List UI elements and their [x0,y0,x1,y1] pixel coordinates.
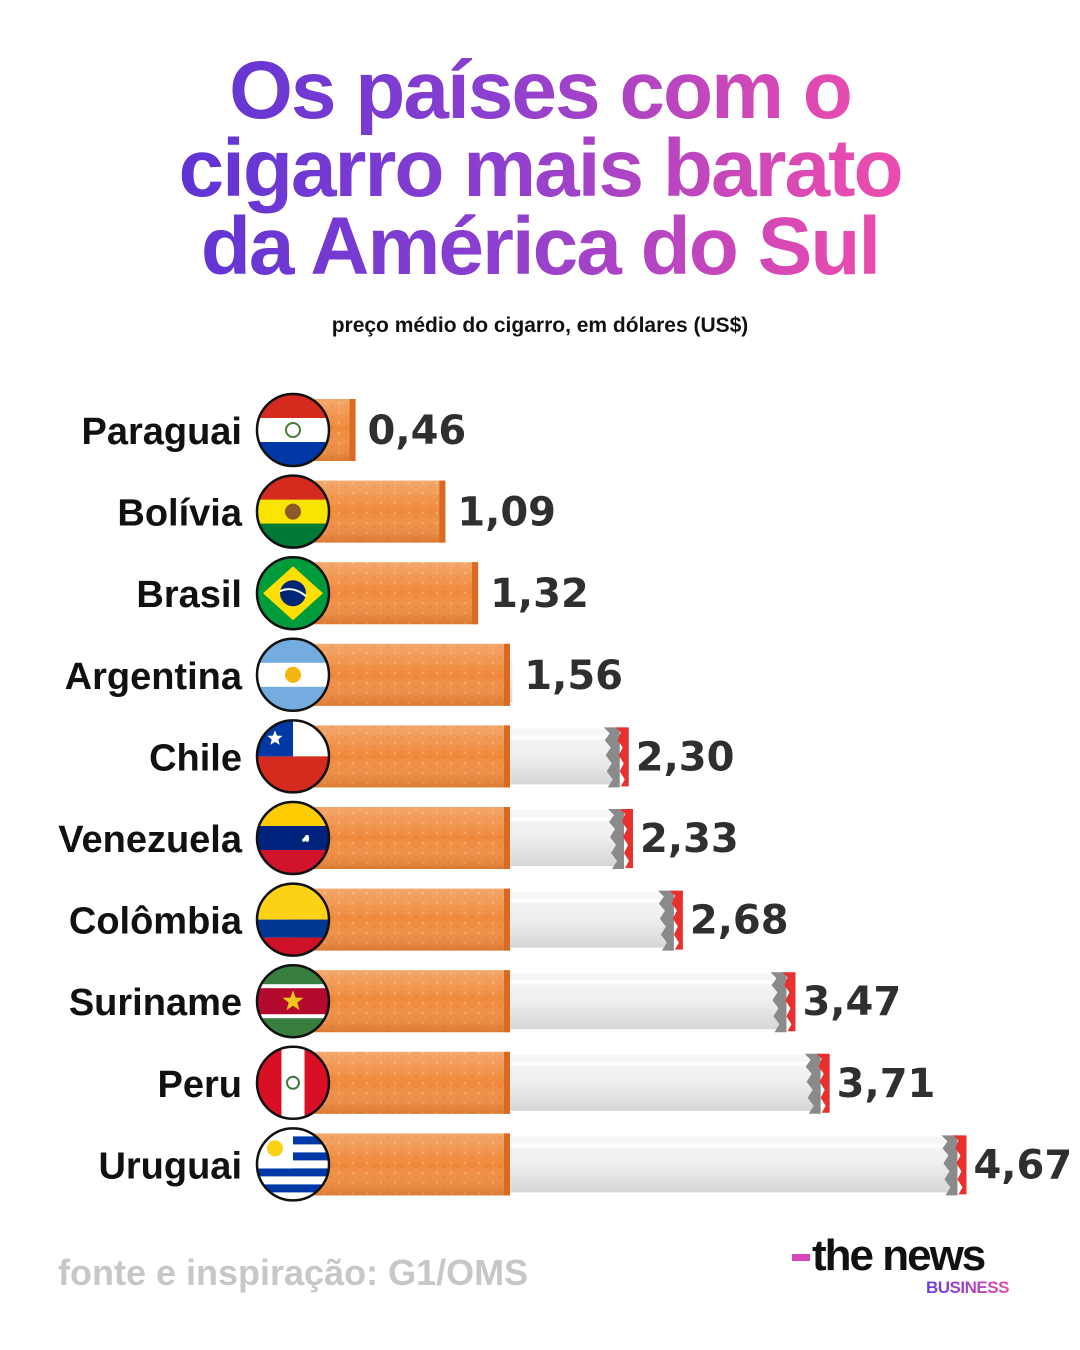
brand-name: the news [812,1231,986,1280]
filter-band [504,1133,510,1196]
category-label: Uruguai [98,1145,242,1187]
filter-band [504,970,510,1033]
brand-subtitle: BUSINESS [926,1278,1009,1297]
category-label: Paraguai [81,411,242,453]
filter-band [472,562,479,625]
filter-band [504,1051,510,1114]
flag-ring [255,474,331,549]
value-label: 2,30 [636,734,735,780]
chart-row: Venezuela 2,33 [58,800,739,876]
paper-highlight [510,735,618,740]
flag-ring [255,800,331,876]
value-label: 0,46 [368,408,467,454]
chart-row: Colômbia 2,68 [69,882,789,957]
ember-fire [782,972,796,1032]
peru-flag-icon [257,1046,329,1119]
ember-fire [816,1053,830,1113]
value-label: 2,33 [640,816,739,862]
value-label: 3,71 [837,1061,936,1107]
cigarette-bar-chart: Paraguai 0,46 Bolívia 1,09 Brasil 1,32 Argenti… [58,392,1072,1202]
chart-rows: Paraguai 0,46 Bolívia 1,09 Brasil 1,32 Argenti… [58,392,1072,1202]
flag-ring [255,637,331,713]
flag-ring [255,1127,331,1202]
ember-ash [608,809,625,869]
brand-dash [792,1254,810,1261]
chart-row: Paraguai 0,46 [81,392,467,468]
flag-ring [255,963,331,1039]
ember-ash [804,1053,821,1114]
flag-ring [255,555,331,631]
paper-highlight [510,1143,956,1148]
ember-ash [657,890,674,951]
ember-ash [941,1135,958,1196]
category-label: Argentina [65,656,243,698]
flag-ring [255,1045,331,1121]
chart-row: Chile 2,30 [149,719,735,794]
suriname-flag-icon [257,965,329,1038]
flag-ring [255,882,331,957]
uruguay-flag-icon [257,1128,329,1201]
paper-highlight [510,817,623,821]
cigarette-paper [510,646,513,703]
ember-ash [603,727,620,788]
chart-row: Peru 3,71 [158,1045,936,1121]
paper-highlight [510,1061,819,1066]
filter-band [504,807,510,869]
value-label: 1,32 [490,571,589,617]
ember-fire [620,809,634,868]
chart-row: Uruguai 4,67 [98,1127,1072,1202]
source-note: fonte e inspiração: G1/OMS [58,1252,529,1293]
category-label: Bolívia [117,493,242,535]
ember-ash [770,972,787,1033]
chart-subtitle: preço médio do cigarro, em dólares (US$) [331,314,749,337]
category-label: Venezuela [58,819,243,861]
value-label: 4,67 [973,1142,1072,1188]
ember-fire [615,727,629,787]
brazil-flag-icon [257,557,329,630]
paper-highlight [510,653,513,658]
value-label: 2,68 [690,898,789,944]
paper-highlight [510,980,785,985]
flag-ring [255,392,331,468]
chart-row: Suriname 3,47 [69,963,901,1039]
brand-logo: the news BUSINESS [790,1232,1030,1302]
category-label: Colômbia [69,901,243,943]
category-label: Brasil [136,574,242,616]
chart-row: Brasil 1,32 [136,555,589,631]
ember-fire [669,890,683,950]
flag-ring [255,719,331,794]
category-label: Peru [158,1064,242,1106]
category-label: Chile [149,737,242,779]
chart-row: Bolívia 1,09 [117,474,556,549]
value-label: 1,56 [524,653,623,699]
ember-fire [953,1135,967,1195]
chart-row: Argentina 1,56 [65,637,623,713]
filter-band [504,888,510,951]
value-label: 3,47 [802,979,901,1025]
category-label: Suriname [69,982,242,1024]
filter-band [504,725,510,788]
filter-band [439,480,446,543]
filter-band [504,643,510,706]
value-label: 1,09 [457,490,556,536]
paper-highlight [510,898,672,903]
filter-band [349,399,356,461]
